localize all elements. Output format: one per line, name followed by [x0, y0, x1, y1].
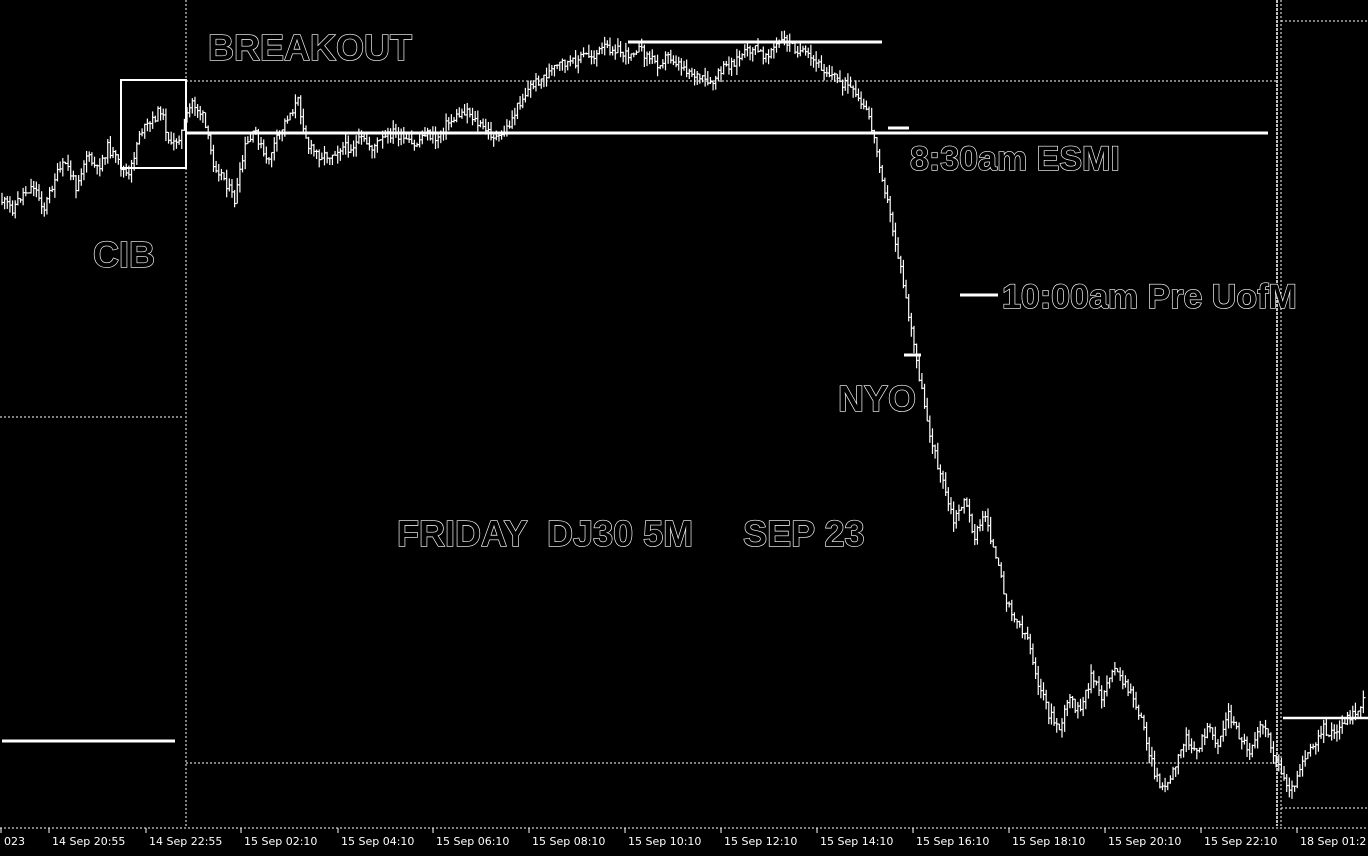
x-tick-label: 15 Sep 16:10	[916, 835, 989, 848]
x-tick-label: 15 Sep 02:10	[244, 835, 317, 848]
x-tick-label: 15 Sep 22:10	[1204, 835, 1277, 848]
uofm-label: 10:00am Pre UofM	[1002, 278, 1297, 316]
x-tick-label: 14 Sep 20:55	[52, 835, 125, 848]
breakout-label: BREAKOUT	[208, 27, 412, 68]
price-bars	[1, 30, 1366, 799]
x-tick-label: 15 Sep 20:10	[1108, 835, 1181, 848]
x-tick-label: 15 Sep 06:10	[436, 835, 509, 848]
x-tick-label: 15 Sep 08:10	[532, 835, 605, 848]
x-tick-label: 15 Sep 18:10	[1012, 835, 1085, 848]
x-tick-label: 15 Sep 10:10	[628, 835, 701, 848]
x-tick-label: 14 Sep 22:55	[149, 835, 222, 848]
esmi-label: 8:30am ESMI	[910, 140, 1120, 178]
x-tick-label: 15 Sep 14:10	[820, 835, 893, 848]
x-axis-ticks: 023 14 Sep 20:55 14 Sep 22:55 15 Sep 02:10 1…	[0, 828, 1366, 848]
x-tick-label: 15 Sep 04:10	[341, 835, 414, 848]
x-tick-label: 15 Sep 12:10	[724, 835, 797, 848]
chart-title: FRIDAY DJ30 5M SEP 23	[397, 513, 865, 554]
nyo-label: NYO	[838, 378, 916, 419]
x-tick-label: 18 Sep 01:2	[1300, 835, 1366, 848]
x-tick-label: 023	[4, 835, 25, 848]
cib-label: CIB	[93, 234, 155, 275]
cib-box[interactable]	[120, 79, 187, 169]
